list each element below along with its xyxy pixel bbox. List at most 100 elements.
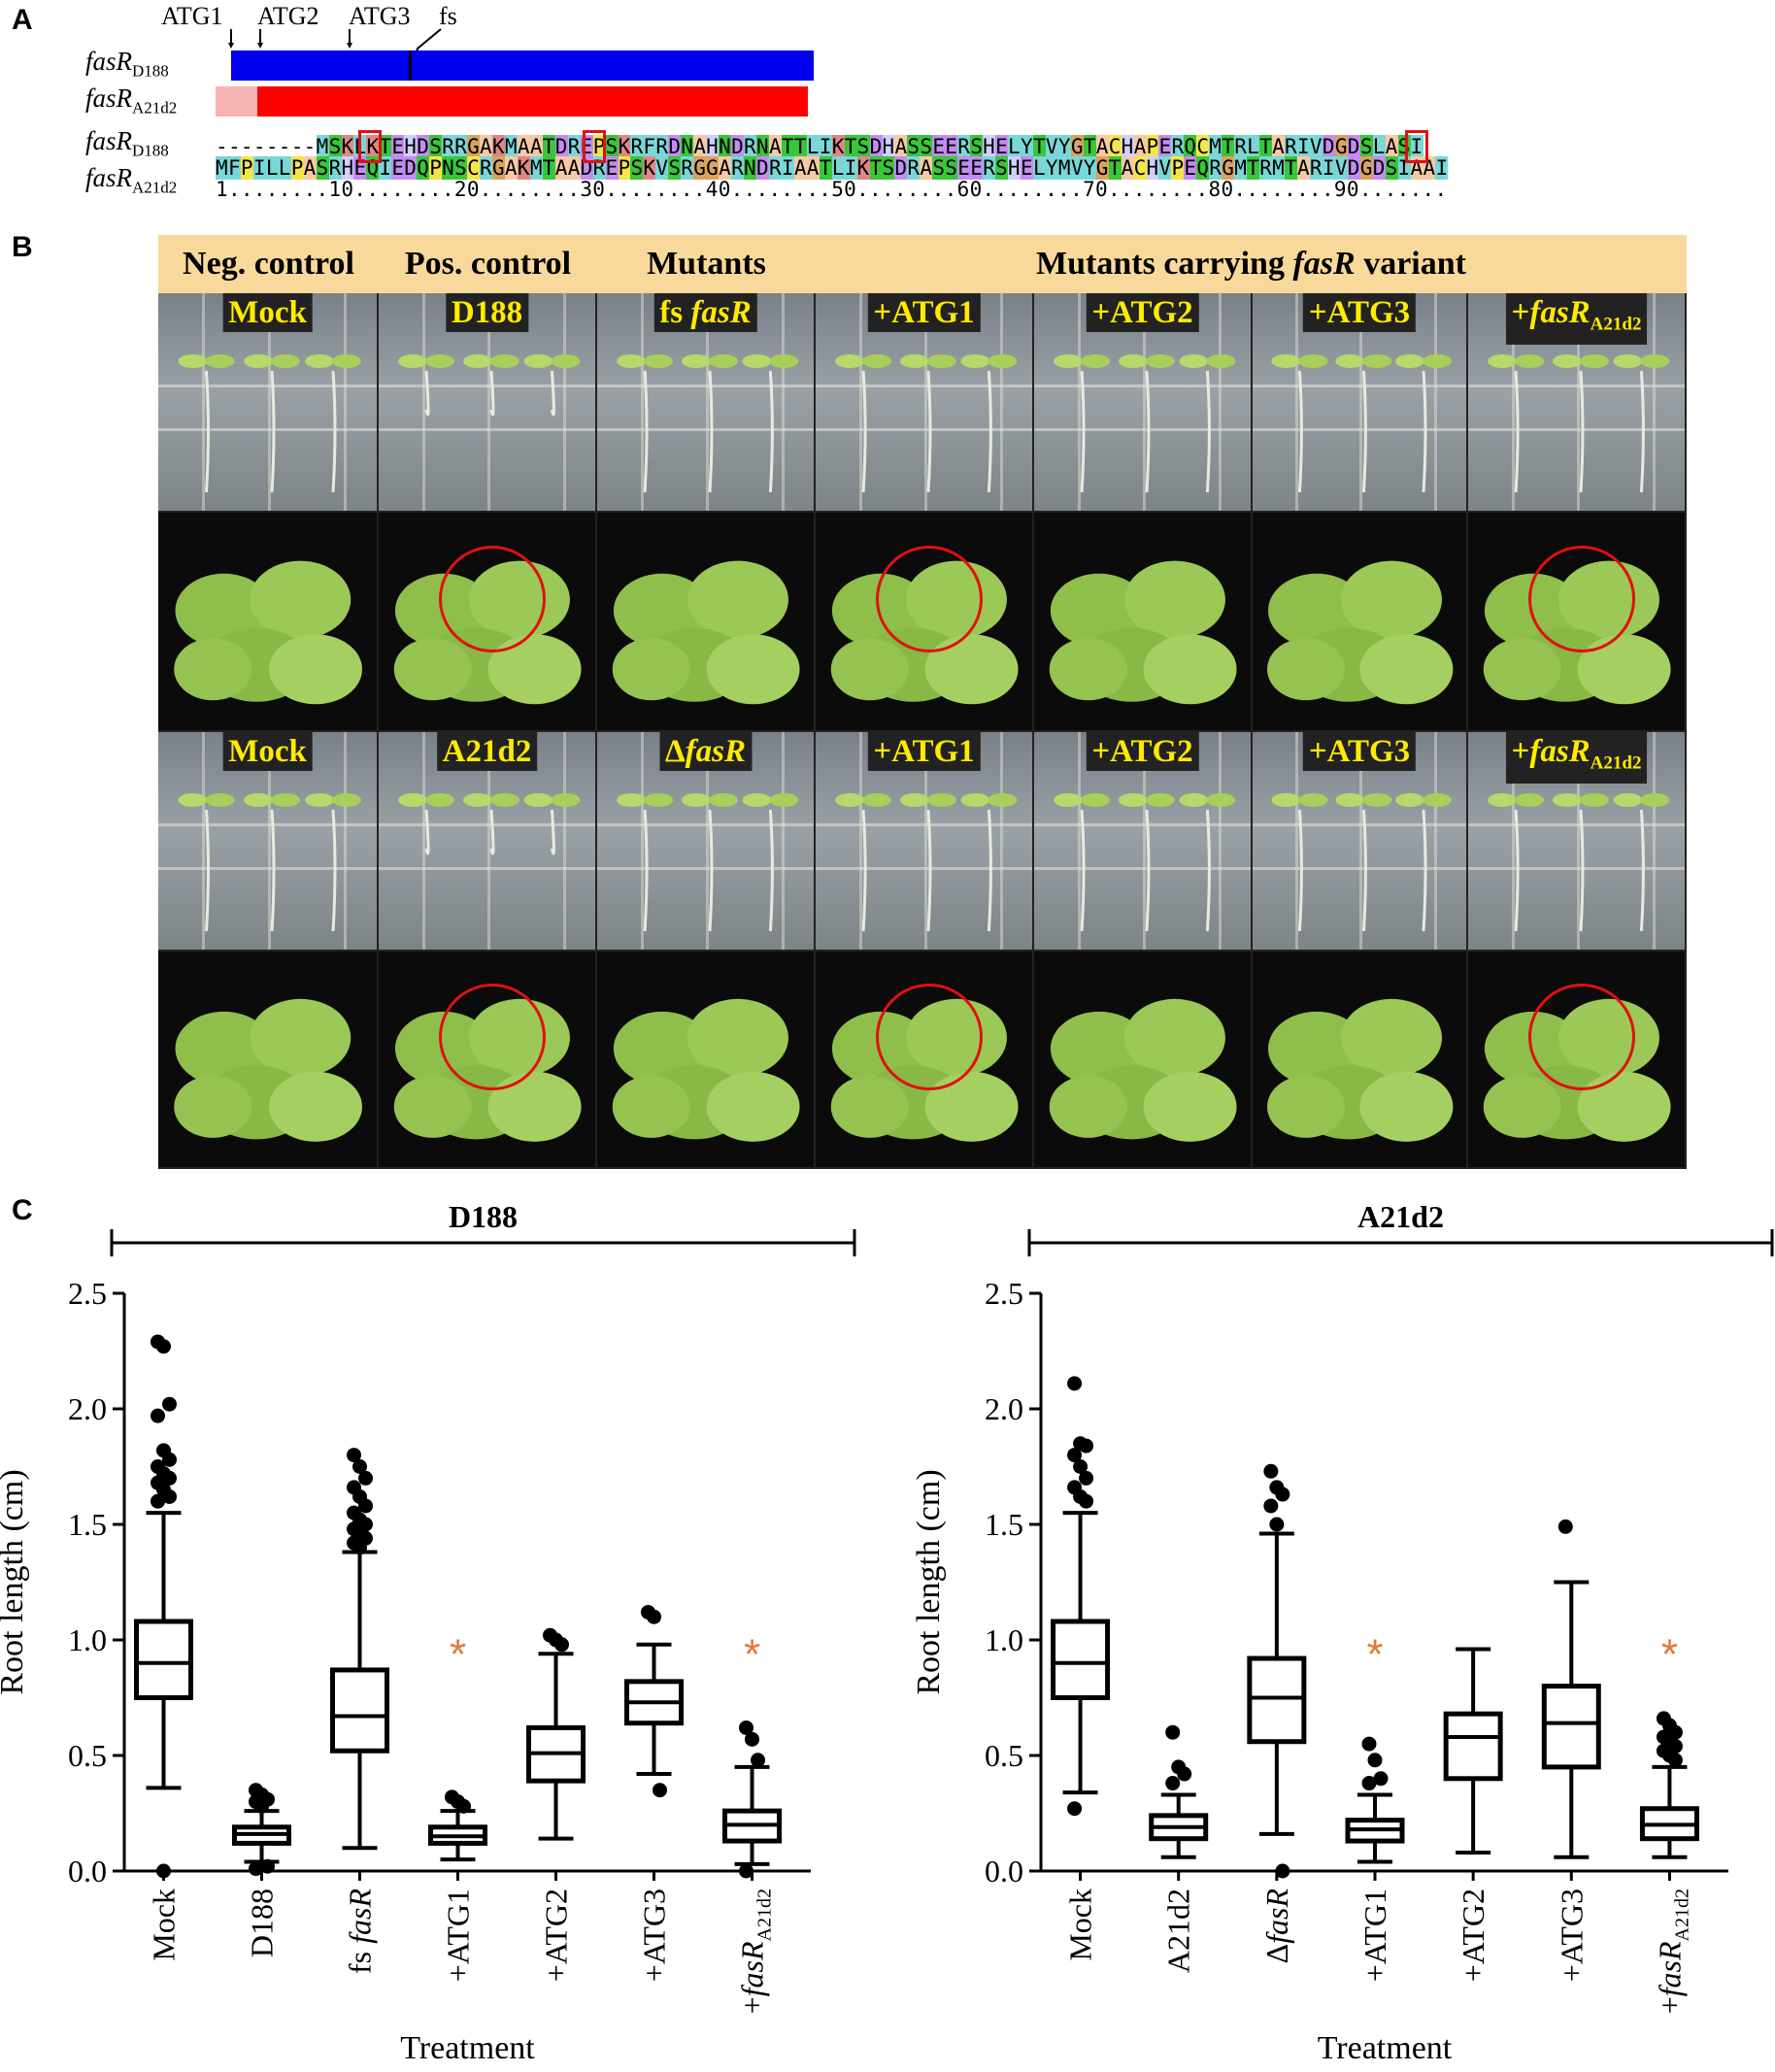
seedlings <box>1054 354 1236 493</box>
seedling-photo: +ATG2 <box>1034 732 1251 950</box>
residue: Q <box>417 156 430 180</box>
residue: A <box>768 135 782 158</box>
residue: D <box>404 156 418 180</box>
residue: E <box>1021 156 1033 180</box>
seedling-photo: +ATG2 <box>1034 293 1251 511</box>
residue: A <box>303 156 317 180</box>
agar-gridline <box>202 732 205 950</box>
residue: E <box>970 156 984 180</box>
header-mutants: Mutants <box>647 246 766 282</box>
outlier-point <box>1557 1519 1573 1534</box>
residue: G <box>467 135 481 158</box>
y-tick-label: 0.5 <box>68 1738 107 1773</box>
agar-gridline <box>1142 732 1146 950</box>
rosette-photo <box>1253 952 1466 1167</box>
residue: T <box>1083 135 1096 158</box>
agar-gridline <box>486 293 490 511</box>
x-tick-label: +ATG1 <box>1357 1888 1392 1982</box>
residue: G <box>1222 156 1235 180</box>
residue: R <box>454 135 468 158</box>
outlier-point <box>739 1720 754 1735</box>
residue: D <box>668 135 682 158</box>
y-axis-label: Root length (cm) <box>0 1469 30 1694</box>
seedling-photo: Mock <box>158 732 377 950</box>
align-label-d188: fasRD188 <box>85 126 169 160</box>
significance-asterisk: * <box>450 1631 466 1679</box>
agar-gridline <box>1253 823 1466 827</box>
residue: G <box>491 156 505 180</box>
agar-gridline <box>1034 384 1251 388</box>
rosette-photo <box>816 952 1032 1167</box>
y-tick-label: 2.0 <box>68 1391 107 1426</box>
residue: L <box>278 156 291 180</box>
met-box-1 <box>358 130 382 163</box>
agar-gridline <box>379 823 595 827</box>
agar-gridline <box>1511 293 1515 511</box>
residue: F <box>227 156 241 180</box>
seedling-photo: +ATG3 <box>1253 293 1466 511</box>
residue: G <box>1359 156 1373 180</box>
rosette-photo <box>1468 952 1685 1167</box>
residue: E <box>391 156 405 180</box>
residue: Q <box>1184 135 1197 158</box>
residue: G <box>1070 135 1084 158</box>
box <box>134 1619 193 1700</box>
residue: R <box>1234 135 1248 158</box>
residue: R <box>1309 156 1323 180</box>
box <box>1443 1711 1503 1782</box>
panelB-header: Neg. control Pos. control Mutants Mutant… <box>158 235 1687 293</box>
rosette-photo <box>379 952 595 1167</box>
outlier-point <box>745 1731 759 1747</box>
agar-gridline <box>158 384 377 388</box>
chart-title: D188 <box>449 1199 518 1234</box>
agar-gridline <box>816 823 1032 827</box>
residue: M <box>1234 156 1248 180</box>
treatment-label: +fasRA21d2 <box>1505 293 1648 345</box>
residue: C <box>1133 156 1147 180</box>
residue: - <box>278 135 291 158</box>
residue: R <box>567 135 581 158</box>
residue: - <box>227 135 241 158</box>
residue: E <box>995 135 1009 158</box>
outlier-point <box>162 1452 177 1467</box>
outlier-point <box>1263 1498 1279 1514</box>
residue: P <box>618 156 631 180</box>
residue: S <box>429 135 443 158</box>
agar-gridline <box>999 293 1003 511</box>
rosette-photo <box>1034 513 1251 730</box>
met-box-3 <box>1405 130 1428 163</box>
marker-atg3: ATG3 <box>349 2 411 30</box>
alignment-seq-d188: --------MSKLKTEHDSRRGAKMAATDREPSKRFRDNAH… <box>216 135 1423 158</box>
residue: R <box>1171 135 1185 158</box>
residue: A <box>504 156 518 180</box>
seedlings <box>617 793 799 932</box>
residue: K <box>831 135 845 158</box>
residue: G <box>706 156 720 180</box>
residue: E <box>605 156 619 180</box>
x-tick-label: +ATG3 <box>1554 1888 1589 1982</box>
seedling-photo: D188 <box>379 293 595 511</box>
residue: S <box>907 135 921 158</box>
residue: L <box>1372 135 1386 158</box>
outlier-point <box>1373 1771 1389 1787</box>
agar-gridline <box>267 293 271 511</box>
residue: - <box>240 135 253 158</box>
residue: S <box>882 156 895 180</box>
rosette-photo <box>1034 952 1251 1167</box>
treatment-label: +ATG1 <box>867 293 981 332</box>
y-tick-label: 1.0 <box>985 1622 1023 1657</box>
boxplot-charts: D188 0.0 0.5 1.0 1.5 2.0 2.5 Root length (cm) Tr… <box>0 1199 1774 2066</box>
agar-gridline <box>1576 293 1580 511</box>
agar-gridline <box>1142 293 1146 511</box>
x-tick-label: +ATG2 <box>539 1888 574 1982</box>
residue: V <box>1070 156 1084 180</box>
residue: I <box>819 135 832 158</box>
residue: E <box>957 156 971 180</box>
header-mutants-carrying: Mutants carrying fasR variant <box>1036 246 1466 282</box>
residue: D <box>1322 135 1335 158</box>
residue: V <box>1309 135 1323 158</box>
residue: P <box>1171 156 1185 180</box>
rosette-plant <box>612 560 800 705</box>
residue: A <box>1272 135 1286 158</box>
agar-gridline <box>1295 732 1298 950</box>
